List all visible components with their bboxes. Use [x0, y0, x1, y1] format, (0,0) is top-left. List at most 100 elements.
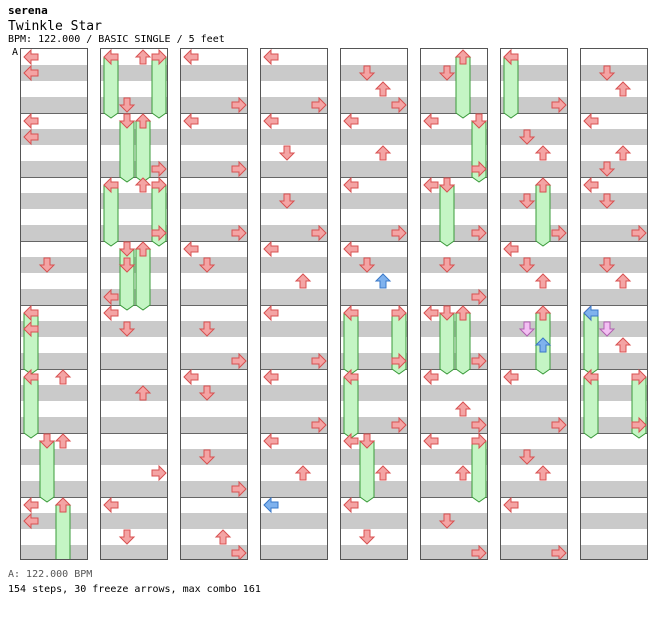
- beat-stripe: [21, 161, 87, 177]
- down-arrow-icon: [470, 113, 487, 129]
- measure-line: [501, 369, 567, 370]
- down-arrow-icon: [438, 177, 456, 193]
- beat-stripe: [581, 481, 647, 497]
- beat-stripe: [181, 417, 247, 433]
- freeze-arrow: [454, 305, 472, 375]
- right-arrow-icon: [231, 224, 247, 242]
- left-arrow-icon: [503, 368, 519, 386]
- measure-line: [21, 177, 87, 178]
- freeze-arrow: [358, 433, 376, 503]
- beat-stripe: [261, 449, 327, 465]
- measure-line: [261, 497, 327, 498]
- down-arrow-icon: [278, 145, 296, 161]
- beat-stripe: [581, 545, 647, 559]
- up-arrow-icon: [134, 241, 152, 257]
- beat-stripe: [181, 353, 247, 369]
- up-arrow-icon: [294, 273, 312, 289]
- freeze-arrow: [23, 304, 39, 375]
- beat-stripe: [581, 97, 647, 113]
- up-arrow-icon: [534, 145, 552, 161]
- measure-line: [341, 241, 407, 242]
- left-arrow-icon: [503, 240, 519, 258]
- down-arrow-icon: [518, 193, 536, 209]
- beat-stripe: [261, 417, 327, 433]
- up-arrow-icon: [214, 529, 232, 545]
- measure-line: [341, 177, 407, 178]
- beat-stripe: [421, 545, 487, 559]
- measure-line: [421, 113, 487, 114]
- up-arrow-icon: [374, 273, 392, 289]
- beat-stripe: [501, 545, 567, 559]
- bpm-marker: A: [12, 47, 19, 58]
- up-arrow-icon: [294, 465, 312, 481]
- down-arrow-icon: [438, 257, 456, 273]
- down-arrow-icon: [38, 257, 56, 273]
- right-arrow-icon: [311, 96, 327, 114]
- right-arrow-icon: [311, 224, 327, 242]
- left-arrow-icon: [103, 304, 119, 322]
- up-arrow-icon: [534, 337, 552, 353]
- chart-column: [420, 48, 488, 560]
- beat-stripe: [101, 353, 167, 369]
- notes-layer: [343, 65, 407, 545]
- down-arrow-icon: [198, 385, 216, 401]
- measure-line: [501, 177, 567, 178]
- beat-stripe: [421, 449, 487, 465]
- down-arrow-icon: [278, 193, 296, 209]
- notes-layer: [23, 49, 72, 559]
- right-arrow-icon: [471, 432, 487, 450]
- down-arrow-icon: [598, 161, 616, 177]
- right-arrow-icon: [631, 416, 647, 434]
- up-arrow-icon: [454, 49, 472, 65]
- left-arrow-icon: [343, 240, 359, 258]
- down-arrow-icon: [358, 65, 376, 81]
- beat-stripe: [581, 449, 647, 465]
- measure-line: [181, 241, 247, 242]
- freeze-arrow: [534, 177, 552, 247]
- beat-stripe: [501, 417, 567, 433]
- right-arrow-icon: [151, 224, 167, 242]
- beat-stripe: [181, 545, 247, 559]
- down-arrow-icon: [118, 529, 136, 545]
- measure-line: [421, 497, 487, 498]
- right-arrow-icon: [311, 416, 327, 434]
- left-arrow-icon: [263, 304, 279, 322]
- left-arrow-icon: [23, 304, 39, 322]
- beat-stripe: [581, 513, 647, 529]
- right-arrow-icon: [231, 480, 247, 498]
- measure-line: [421, 305, 487, 306]
- right-arrow-icon: [631, 368, 647, 386]
- beat-stripe: [261, 545, 327, 559]
- down-arrow-icon: [518, 449, 536, 465]
- beat-stripe: [421, 161, 487, 177]
- measure-line: [501, 497, 567, 498]
- up-arrow-icon: [614, 273, 632, 289]
- right-arrow-icon: [471, 544, 487, 559]
- up-arrow-icon: [614, 337, 632, 353]
- up-arrow-icon: [454, 465, 472, 481]
- left-arrow-icon: [343, 496, 359, 514]
- right-arrow-icon: [391, 224, 407, 242]
- freeze-arrow: [134, 113, 152, 183]
- right-arrow-icon: [231, 352, 247, 370]
- measure-line: [341, 113, 407, 114]
- right-arrow-icon: [631, 224, 647, 242]
- measure-line: [181, 113, 247, 114]
- song-title: Twinkle Star: [8, 19, 102, 34]
- beat-stripe: [501, 161, 567, 177]
- right-arrow-icon: [551, 416, 567, 434]
- left-arrow-icon: [103, 288, 119, 306]
- up-arrow-icon: [374, 81, 392, 97]
- measure-line: [421, 177, 487, 178]
- right-arrow-icon: [311, 352, 327, 370]
- up-arrow-icon: [614, 145, 632, 161]
- measure-line: [21, 305, 87, 306]
- down-arrow-icon: [118, 241, 136, 257]
- beat-stripe: [261, 481, 327, 497]
- up-arrow-icon: [454, 305, 472, 321]
- beat-stripe: [421, 289, 487, 305]
- chart-column: [260, 48, 328, 560]
- freeze-arrow: [23, 368, 39, 439]
- right-arrow-icon: [391, 304, 407, 322]
- beat-stripe: [501, 513, 567, 529]
